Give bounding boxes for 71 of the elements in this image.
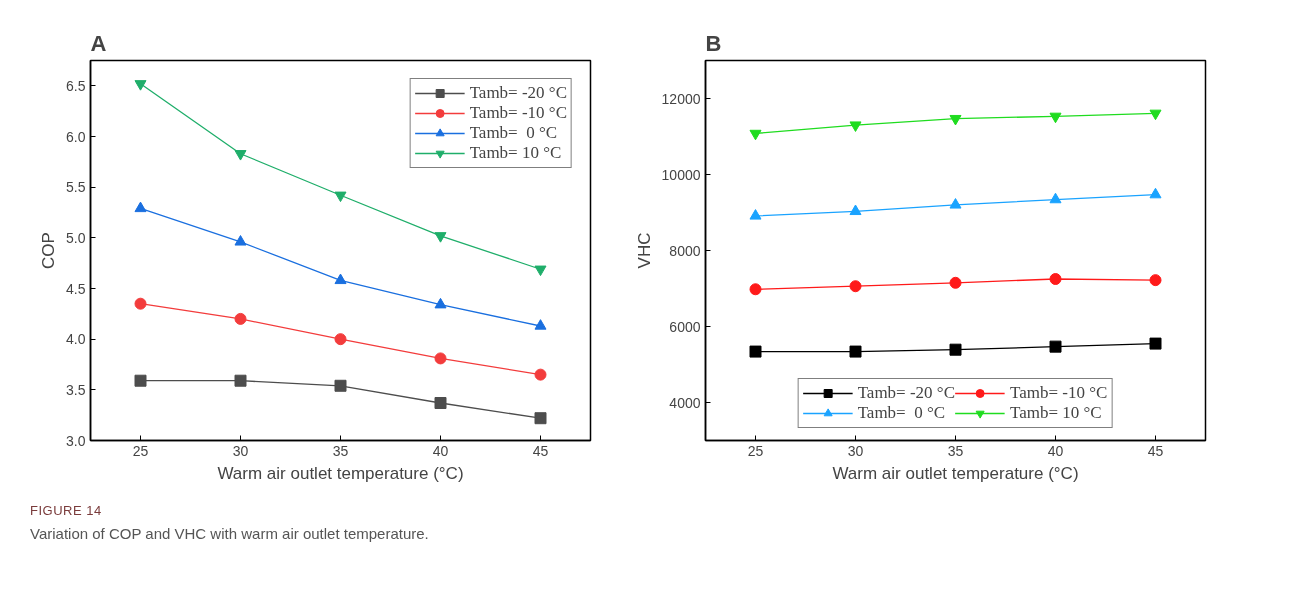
point [534,368,547,381]
x-tick-label: 25 [132,442,149,459]
point [234,312,247,325]
point [534,319,547,330]
y-tick-label: 4000 [669,394,701,411]
point [334,333,347,346]
point [534,412,547,425]
caption: FIGURE 14 [30,502,103,520]
y-tick-label: 3.5 [66,381,86,398]
x-tick-label: 35 [332,442,349,459]
point [334,191,347,203]
x-tick-label: 40 [432,442,449,459]
x-tick-label: 45 [532,442,549,459]
x-axis-title: Warm air outlet temperature (°C) [832,463,1079,483]
legend-label: Tamb= -20 °C [469,83,567,103]
point [434,397,447,410]
legend-label: Tamb= -10 °C [1010,383,1108,403]
y-tick-label: 5.0 [66,229,86,246]
point [134,297,147,310]
x-axis-title: Warm air outlet temperature (°C) [217,463,464,483]
y-tick-label: 3.0 [66,432,86,449]
x-tick-label: 30 [847,442,864,459]
point [1149,337,1162,350]
point [234,374,247,387]
x-tick-label: 40 [1047,442,1064,459]
y-tick-label: 8000 [669,242,701,259]
point [749,283,762,296]
x-tick-label: 25 [747,442,764,459]
point [949,343,962,356]
y-tick-label: 4.0 [66,331,86,348]
legend-label: Tamb= -20 °C [857,383,955,403]
legend-label: Tamb= 0 °C [857,403,946,423]
point [534,265,547,277]
y-tick-label: 12000 [661,90,701,107]
point [949,114,962,126]
point [334,273,347,285]
point [749,129,762,141]
point [849,345,862,358]
y-tick-label: 4.5 [66,280,86,297]
point [849,280,862,293]
point [134,374,147,387]
point [1049,340,1062,353]
chart-title: A [90,30,107,56]
legend-label: Tamb= 10 °C [469,143,562,163]
point [1149,274,1162,287]
legend-label: Tamb= 0 °C [469,123,558,143]
x-tick-label: 45 [1147,442,1164,459]
point [749,345,762,358]
y-tick-label: 5.5 [66,179,86,196]
y-tick-label: 6000 [669,318,701,335]
point [1149,109,1162,121]
x-tick-label: 35 [947,442,964,459]
point [949,276,962,289]
point [1049,112,1062,124]
y-tick-label: 6.5 [66,77,86,94]
point [1049,273,1062,285]
text: Variation of COP and VHC with warm air outlet temperature. [30,523,429,544]
point [134,80,147,91]
y-axis-title: VHC [634,232,654,269]
point [434,232,447,243]
point [434,352,447,365]
point [234,150,247,161]
point [849,121,862,132]
legend-label: Tamb= -10 °C [469,103,567,123]
y-tick-label: 6.0 [66,128,86,145]
chart-title: B [705,30,722,56]
x-tick-label: 30 [232,442,249,459]
legend-label: Tamb= 10 °C [1010,403,1102,423]
y-tick-label: 10000 [661,166,701,183]
y-axis-title: COP [39,232,59,269]
point [334,379,347,392]
